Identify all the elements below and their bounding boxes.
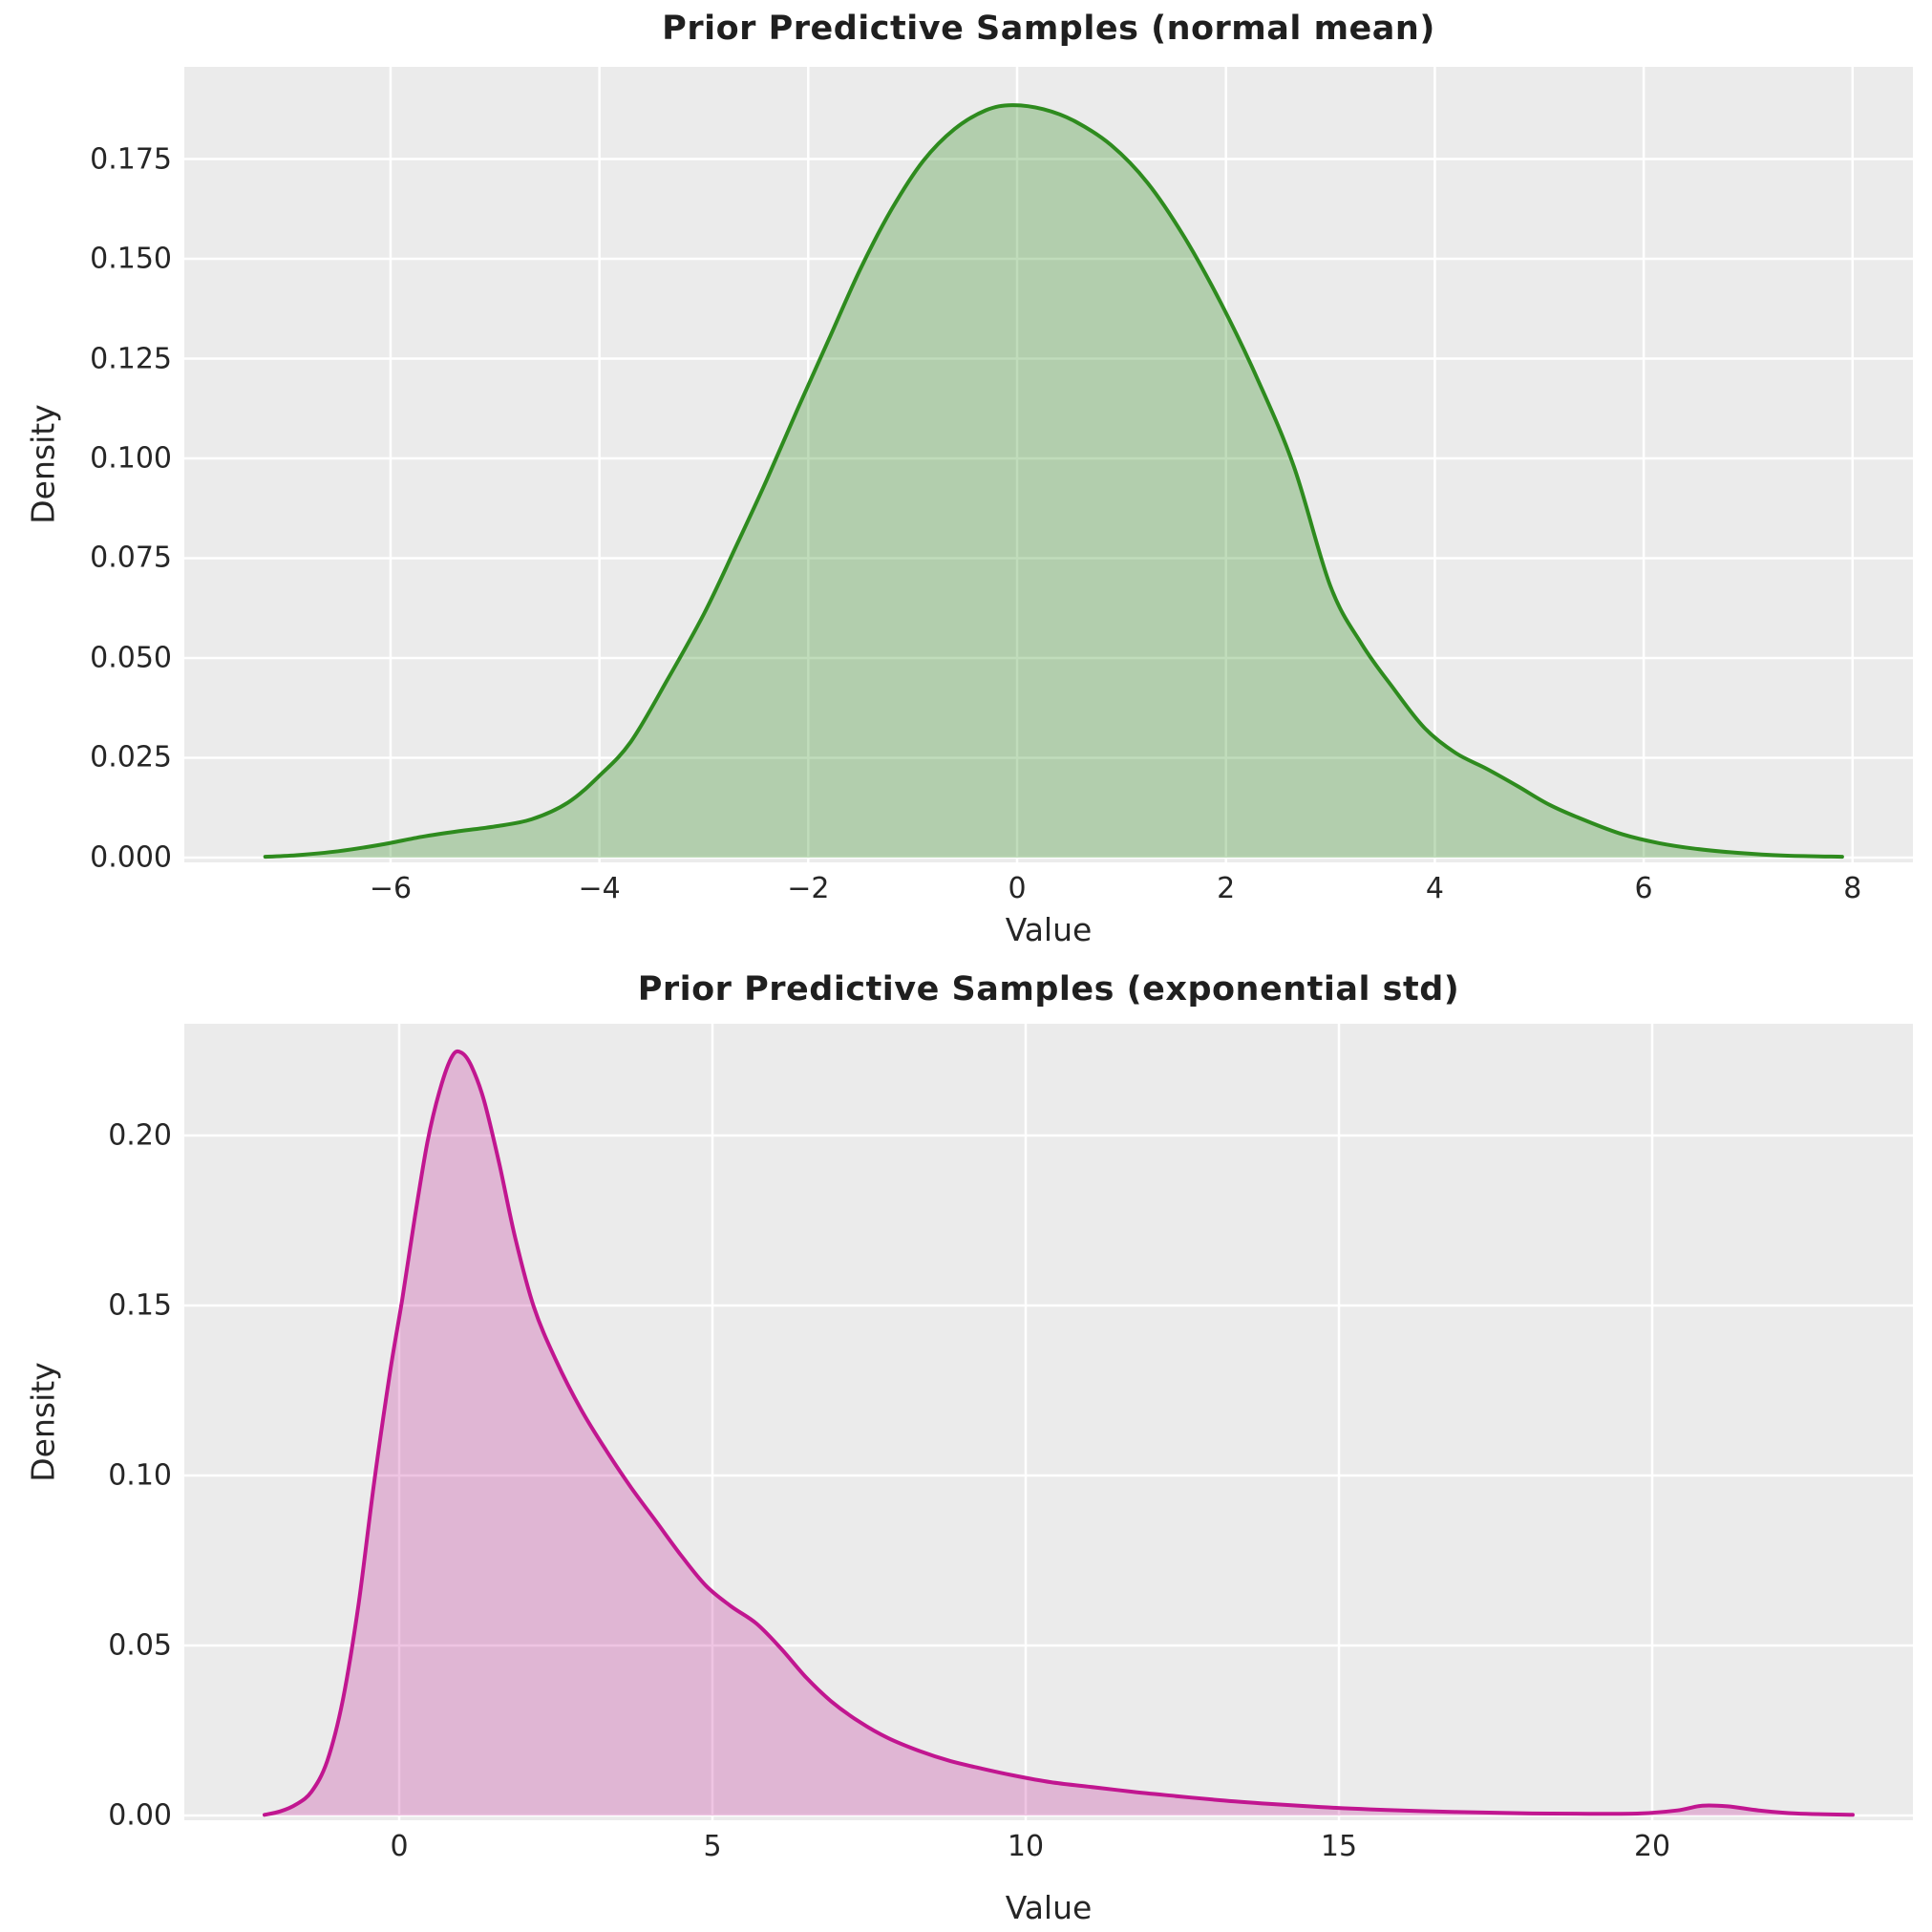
x-tick-label: 0: [390, 1830, 409, 1863]
plot-area: [184, 67, 1913, 862]
y-tick-label: 0.05: [108, 1628, 172, 1663]
density-area: [265, 1051, 1853, 1815]
plot-area: [184, 1024, 1913, 1820]
x-tick-label: 5: [703, 1830, 722, 1863]
y-tick-label: 0.00: [108, 1798, 172, 1833]
x-tick-label: 20: [1633, 1830, 1671, 1863]
y-tick-label: 0.100: [90, 441, 172, 476]
chart-title: Prior Predictive Samples (normal mean): [662, 10, 1435, 48]
y-tick-label: 0.175: [90, 142, 172, 176]
x-tick-label: 15: [1320, 1830, 1358, 1863]
y-tick-label: 0.10: [108, 1458, 172, 1493]
density-line: [263, 1049, 1855, 1817]
y-tick-label: 0.125: [90, 342, 172, 375]
plot-canvas: [184, 1024, 1913, 1820]
y-tick-label: 0.025: [90, 740, 172, 775]
x-tick-label: −4: [578, 872, 621, 905]
density-area: [265, 105, 1842, 858]
y-tick-label: 0.20: [108, 1118, 172, 1153]
y-tick-label: 0.000: [90, 840, 172, 875]
x-tick-label: 10: [1007, 1830, 1045, 1863]
density-line: [263, 103, 1844, 860]
x-tick-label: −2: [787, 872, 830, 905]
y-tick-label: 0.075: [90, 541, 172, 575]
x-tick-label: −6: [369, 872, 413, 905]
x-tick-label: 0: [1008, 872, 1027, 905]
x-tick-label: 8: [1843, 872, 1862, 905]
y-tick-label: 0.050: [90, 641, 172, 675]
y-tick-label: 0.15: [108, 1288, 172, 1323]
y-tick-label: 0.150: [90, 242, 172, 276]
x-axis-label: Value: [1005, 1889, 1093, 1926]
x-axis-label: Value: [1005, 911, 1093, 948]
plot-canvas: [184, 67, 1913, 862]
chart-title: Prior Predictive Samples (exponential st…: [637, 970, 1460, 1008]
x-tick-label: 4: [1425, 872, 1444, 905]
x-tick-label: 6: [1634, 872, 1653, 905]
x-tick-label: 2: [1217, 872, 1236, 905]
